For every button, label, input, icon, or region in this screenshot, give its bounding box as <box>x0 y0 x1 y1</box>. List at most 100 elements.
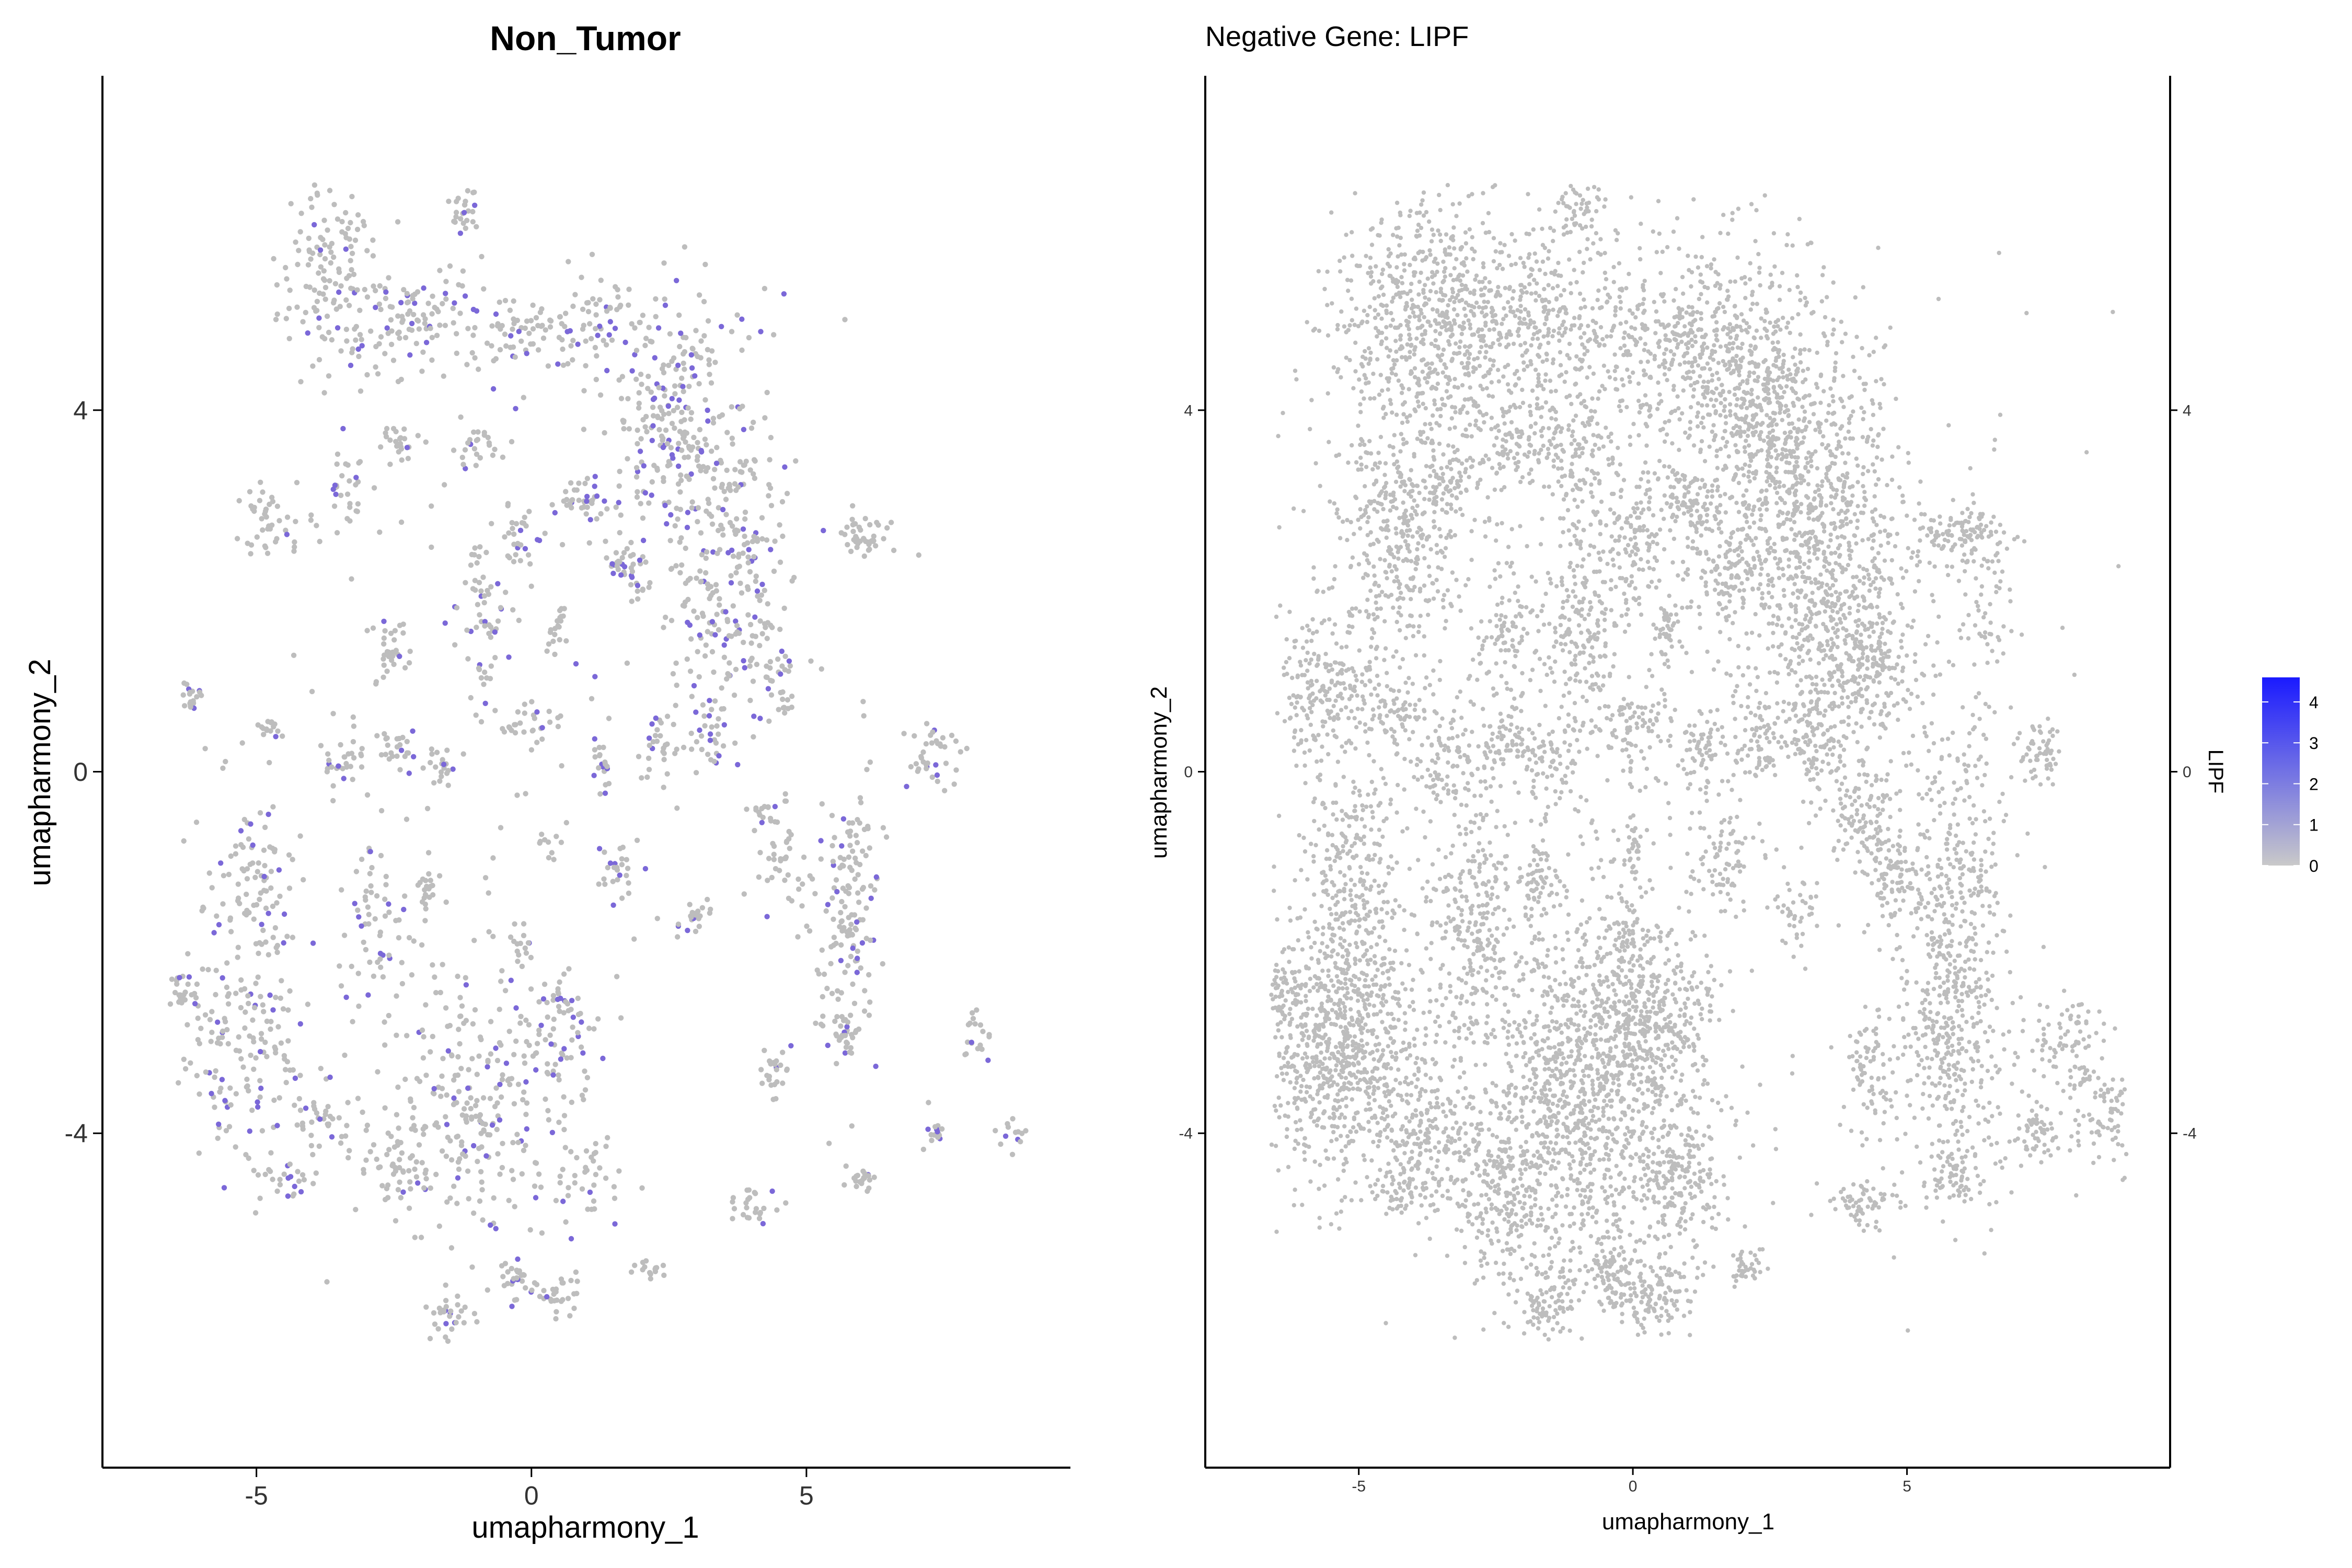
cell-point <box>1693 254 1698 259</box>
cell-point <box>698 579 704 584</box>
cell-point <box>1557 326 1562 331</box>
cell-point <box>1731 433 1735 438</box>
cell-point <box>1775 340 1780 344</box>
cell-point <box>1432 259 1436 264</box>
cell-point <box>842 904 848 910</box>
cell-point <box>299 1172 306 1178</box>
cell-point <box>571 1291 577 1297</box>
cell-point <box>935 741 941 746</box>
cell-point <box>404 1033 410 1039</box>
cell-point <box>687 902 693 907</box>
cell-point <box>330 798 336 804</box>
cell-point <box>263 506 269 512</box>
cell-point <box>470 190 476 195</box>
cell-point <box>316 1143 322 1149</box>
cell-point <box>1727 389 1732 395</box>
cell-point <box>1419 391 1424 396</box>
cell-point <box>1491 359 1496 363</box>
cell-point <box>705 629 711 635</box>
cell-point <box>604 555 609 561</box>
cell-point <box>464 217 470 223</box>
cell-point <box>1448 394 1453 399</box>
cell-point <box>563 1219 569 1225</box>
cell-point <box>1718 283 1723 287</box>
cell-point <box>1402 268 1407 273</box>
cell-point <box>1791 355 1795 360</box>
cell-point <box>953 738 959 744</box>
cell-point <box>560 1198 566 1204</box>
cell-point <box>554 1309 559 1315</box>
cell-point <box>699 905 706 911</box>
cell-point <box>404 739 410 745</box>
cell-point <box>1557 309 1561 314</box>
cell-point <box>536 1171 542 1177</box>
cell-point <box>1553 417 1558 422</box>
cell-point <box>1528 318 1533 323</box>
cell-point <box>393 429 399 434</box>
cell-point <box>1701 416 1705 420</box>
cell-point <box>1554 296 1559 301</box>
cell-point <box>613 550 619 556</box>
cell-point <box>859 886 866 892</box>
cell-point <box>1759 336 1763 340</box>
cell-point <box>1434 290 1438 295</box>
cell-point <box>702 653 708 659</box>
cell-point <box>1518 297 1523 302</box>
cell-point <box>363 1157 369 1163</box>
cell-point <box>630 552 636 558</box>
cell-point <box>587 1189 593 1195</box>
cell-point <box>933 762 939 768</box>
cell-point <box>854 1183 859 1190</box>
cell-point <box>741 891 747 897</box>
cell-point <box>343 297 349 303</box>
cell-point <box>209 1030 215 1035</box>
cell-point <box>710 420 717 426</box>
cell-point <box>819 801 825 807</box>
cell-point <box>448 1245 455 1251</box>
cell-point <box>1582 297 1586 302</box>
cell-point <box>1638 257 1643 262</box>
cell-point <box>514 941 520 947</box>
cell-point <box>1452 377 1457 382</box>
cell-point <box>705 752 711 757</box>
cell-point <box>1803 377 1808 382</box>
cell-point <box>349 963 354 970</box>
cell-point <box>259 921 264 927</box>
cell-point <box>570 1014 577 1020</box>
cell-point <box>224 984 230 990</box>
cell-point <box>1329 210 1334 215</box>
cell-point <box>283 264 289 271</box>
cell-point <box>1497 330 1502 336</box>
cell-point <box>1590 306 1595 311</box>
cell-point <box>498 605 504 610</box>
cell-point <box>718 460 724 466</box>
cell-point <box>707 910 713 916</box>
cell-point <box>916 552 922 558</box>
cell-point <box>686 384 692 389</box>
cell-point <box>489 343 494 349</box>
cell-point <box>370 253 376 259</box>
cell-point <box>629 321 635 327</box>
cell-point <box>639 775 644 781</box>
cell-point <box>484 675 490 681</box>
cell-point <box>607 305 613 310</box>
cell-point <box>1401 437 1406 442</box>
cell-point <box>1564 217 1569 222</box>
cell-point <box>594 493 600 499</box>
cell-point <box>523 1112 529 1117</box>
cell-point <box>1496 429 1501 433</box>
cell-point <box>1594 231 1599 236</box>
cell-point <box>443 1304 449 1310</box>
cell-point <box>255 869 260 874</box>
cell-point <box>993 1128 998 1134</box>
cell-point <box>604 367 610 374</box>
cell-point <box>842 1033 848 1039</box>
cell-point <box>1371 279 1376 284</box>
cell-point <box>744 1187 750 1193</box>
cell-point <box>785 706 791 711</box>
cell-point <box>729 329 735 335</box>
cell-point <box>368 328 374 334</box>
cell-point <box>374 1156 379 1162</box>
cell-point <box>1485 299 1491 305</box>
cell-point <box>365 904 371 910</box>
